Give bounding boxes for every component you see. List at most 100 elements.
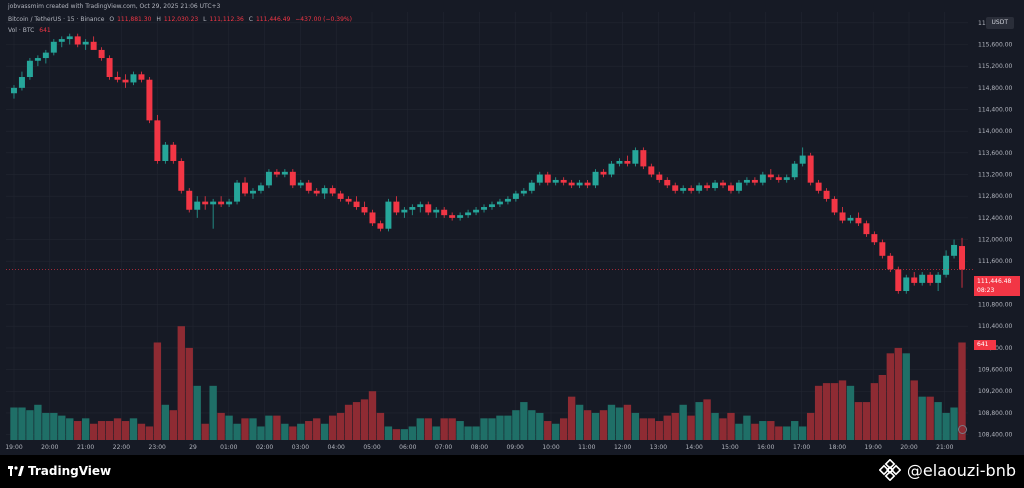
- candle-body: [50, 41, 57, 53]
- volume-bar: [830, 383, 839, 440]
- x-tick-label: 17:00: [793, 444, 810, 451]
- candle-body: [74, 36, 81, 45]
- footer-bar: TradingView @elaouzi-bnb: [0, 455, 1024, 488]
- change-value: −437.00 (−0.39%): [295, 16, 352, 23]
- volume-bar: [480, 418, 488, 440]
- volume-bar: [751, 423, 759, 440]
- volume-bar: [42, 412, 50, 440]
- candle-body: [202, 201, 209, 205]
- candle-body: [353, 201, 360, 208]
- volume-bar: [528, 410, 536, 440]
- candle-body: [767, 174, 774, 178]
- candle-body: [210, 201, 217, 205]
- candle-body: [879, 242, 886, 256]
- volume-bar: [838, 380, 847, 440]
- candle-body: [712, 182, 719, 189]
- volume-bar: [368, 391, 377, 440]
- volume-bar: [575, 404, 584, 440]
- volume-bar: [352, 402, 361, 440]
- candle-body: [911, 277, 918, 283]
- volume-bar: [814, 385, 823, 440]
- volume-bar: [121, 421, 130, 440]
- candle-body: [943, 255, 950, 275]
- x-tick-label: 23:00: [149, 444, 166, 451]
- y-tick-label: 114,400.00: [978, 107, 1013, 114]
- y-tick-label: 109,600.00: [978, 367, 1013, 374]
- y-tick-label: 112,400.00: [978, 215, 1013, 222]
- currency-button[interactable]: USDT: [985, 17, 1014, 29]
- y-tick-label: 108,400.00: [978, 432, 1013, 439]
- x-tick-label: 15:00: [721, 444, 738, 451]
- x-tick-label: 29: [189, 444, 197, 451]
- volume-bar: [297, 423, 305, 440]
- bar-countdown: 08:23: [977, 287, 995, 294]
- candle-body: [863, 223, 870, 235]
- candle-body: [321, 188, 328, 194]
- volume-bar: [735, 423, 743, 440]
- volume-label[interactable]: Vol · BTC: [8, 27, 35, 34]
- y-tick-label: 110,800.00: [978, 302, 1013, 309]
- candle-body: [512, 193, 519, 199]
- candle-body: [90, 41, 97, 50]
- candle-body: [18, 77, 25, 88]
- candlestick-chart[interactable]: 116,000.00115,600.00115,200.00114,800.00…: [0, 0, 1024, 455]
- volume-bar: [376, 412, 385, 440]
- y-tick-label: 114,000.00: [978, 128, 1013, 135]
- symbol-name[interactable]: Bitcoin / TetherUS · 15 · Binance: [8, 16, 105, 23]
- x-tick-label: 20:00: [900, 444, 917, 451]
- candle-body: [385, 201, 392, 229]
- volume-bar: [862, 402, 871, 440]
- x-tick-label: 19:00: [5, 444, 22, 451]
- volume-bar: [878, 374, 887, 440]
- x-tick-label: 14:00: [686, 444, 703, 451]
- volume-bar: [711, 412, 719, 440]
- candle-body: [34, 58, 41, 61]
- volume-bar: [647, 418, 655, 440]
- candle-body: [959, 246, 966, 270]
- volume-bar: [727, 412, 735, 440]
- open-value: 111,881.30: [117, 16, 152, 23]
- candle-body: [194, 201, 201, 210]
- volume-bar: [328, 415, 337, 440]
- x-tick-label: 10:00: [542, 444, 559, 451]
- volume-bar: [567, 396, 576, 440]
- chart-panel[interactable]: 116,000.00115,600.00115,200.00114,800.00…: [0, 0, 1024, 455]
- candle-body: [433, 209, 440, 213]
- x-tick-label: 21:00: [77, 444, 94, 451]
- candle-body: [791, 163, 798, 178]
- candle-body: [369, 212, 376, 224]
- volume-bar: [488, 418, 496, 440]
- volume-value: 641: [39, 27, 51, 34]
- candle-body: [951, 244, 958, 256]
- volume-bar: [273, 415, 281, 440]
- volume-bar: [217, 412, 225, 440]
- binance-logo-icon: [878, 459, 901, 481]
- candle-body: [799, 155, 806, 164]
- volume-bar: [97, 421, 106, 440]
- candle-body: [807, 155, 814, 183]
- volume-bar: [583, 410, 592, 440]
- x-tick-label: 09:00: [507, 444, 524, 451]
- tradingview-logo-icon: [8, 466, 24, 476]
- volume-bar: [520, 402, 528, 440]
- volume-bar: [703, 399, 711, 440]
- volume-bar: [767, 421, 775, 440]
- volume-bar: [719, 418, 727, 440]
- volume-bar: [464, 426, 472, 440]
- volume-bar: [623, 404, 632, 440]
- candle-body: [162, 144, 169, 161]
- created-by-text: jobvassmim created with TradingView.com,…: [8, 3, 221, 10]
- candle-body: [839, 212, 846, 221]
- volume-bar: [456, 421, 464, 440]
- volume-bar: [687, 415, 695, 440]
- y-tick-label: 115,600.00: [978, 42, 1013, 49]
- y-tick-label: 112,000.00: [978, 237, 1013, 244]
- candle-body: [743, 179, 750, 183]
- volume-bar: [512, 410, 520, 440]
- x-tick-label: 06:00: [399, 444, 416, 451]
- volume-bar: [201, 423, 209, 440]
- settings-icon[interactable]: [958, 425, 967, 434]
- volume-bar: [225, 415, 233, 440]
- candle-body: [919, 274, 926, 283]
- volume-bar: [209, 385, 217, 440]
